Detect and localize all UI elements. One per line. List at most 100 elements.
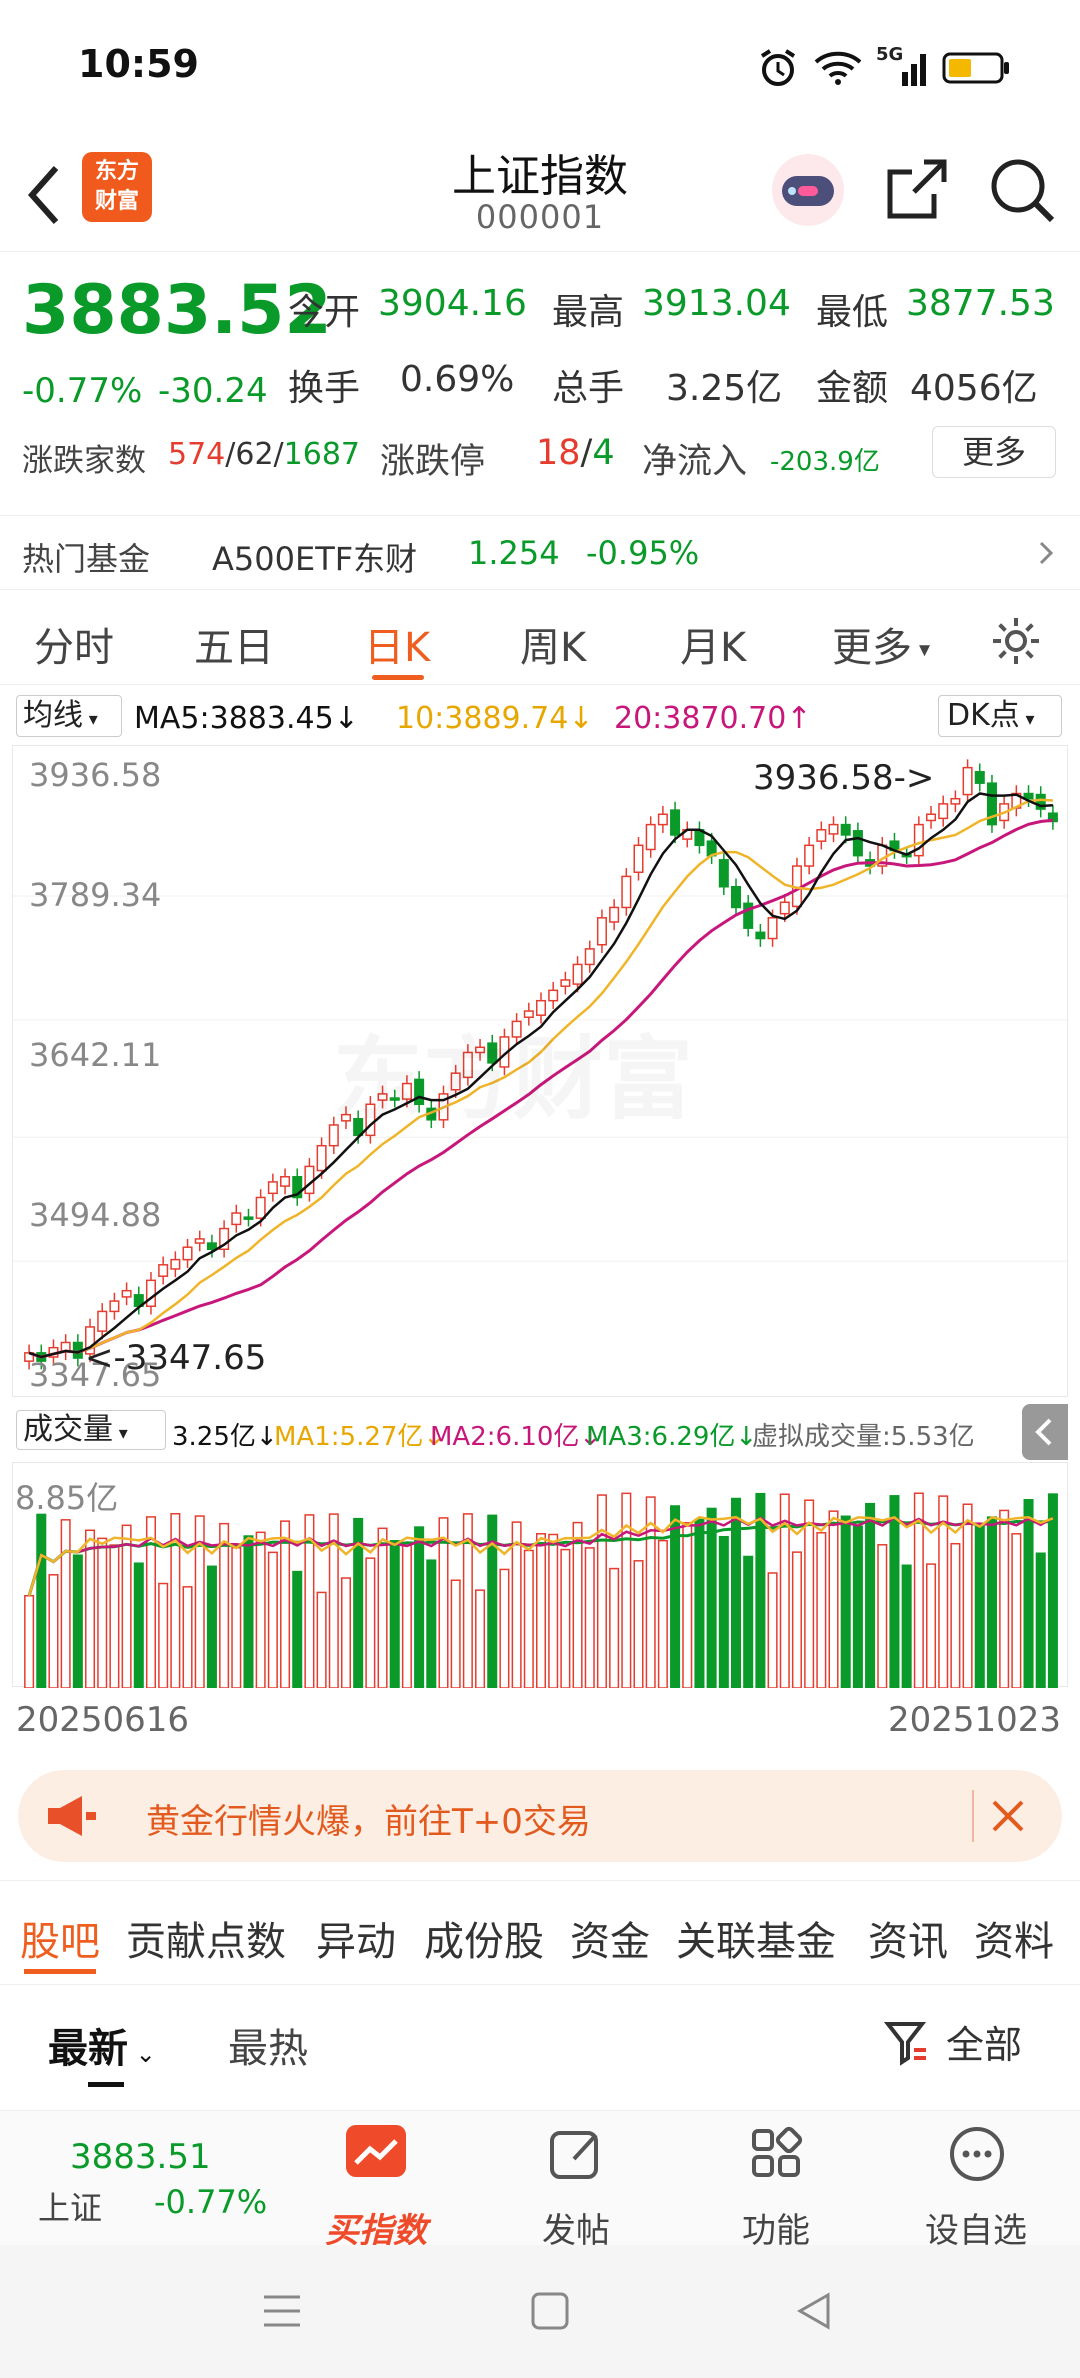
limit-down: 4 — [592, 433, 615, 473]
candle — [560, 979, 571, 987]
sort-latest-label: 最新 — [48, 2026, 128, 2072]
tab-contribution[interactable]: 贡献点数 — [126, 1919, 286, 1965]
share-icon[interactable] — [880, 154, 952, 226]
candle — [194, 1238, 205, 1244]
hot-fund-name: A500ETF东财 — [212, 540, 418, 578]
content-tabs: 股吧 贡献点数 异动 成份股 资金 关联基金 资讯 资料 — [0, 1880, 1080, 1985]
volume-bar — [926, 1563, 937, 1688]
alarm-icon — [760, 49, 796, 86]
candle — [840, 823, 851, 836]
limit-up: 18 — [536, 433, 581, 473]
candle — [24, 1352, 35, 1362]
volume-bar — [36, 1513, 47, 1688]
volume-bar — [158, 1582, 169, 1688]
nav-add-watchlist[interactable]: 设自选 — [886, 2111, 1066, 2251]
volume-bar — [511, 1521, 522, 1688]
triangle-down-icon: ▾ — [1019, 709, 1035, 730]
volume-bar — [24, 1595, 35, 1688]
menu-icon[interactable] — [262, 2293, 302, 2329]
candle — [962, 766, 973, 796]
collapse-panel-button[interactable] — [1022, 1404, 1068, 1460]
bottom-nav: 3883.51 上证 -0.77% 买指数 发帖 功能 设自选 — [0, 2110, 1080, 2251]
tab-news[interactable]: 资讯 — [868, 1919, 948, 1965]
candle — [401, 1082, 412, 1100]
sort-latest[interactable]: 最新 ⌄ — [48, 2016, 156, 2074]
volume-bar — [889, 1495, 900, 1688]
candle — [182, 1246, 193, 1261]
candle — [255, 1196, 266, 1219]
hot-fund-row[interactable]: 热门基金 A500ETF东财 1.254 -0.95% — [0, 515, 1080, 590]
breadth-flat: /62/ — [225, 437, 284, 472]
search-icon[interactable] — [984, 152, 1060, 228]
tab-more[interactable]: 更多 ▾ — [832, 615, 930, 673]
tab-funds[interactable]: 资金 — [570, 1919, 650, 1965]
status-bar: 10:59 5G — [0, 0, 1080, 140]
tab-related-funds[interactable]: 关联基金 — [676, 1919, 836, 1965]
volume-chart[interactable]: 8.85亿 — [12, 1462, 1068, 1688]
header: 东方 财富 上证指数 000001 — [0, 140, 1080, 252]
index-quote-mini[interactable]: 3883.51 上证 -0.77% — [38, 2111, 267, 2246]
nav-features[interactable]: 功能 — [686, 2111, 866, 2251]
tab-forum[interactable]: 股吧 — [20, 1919, 100, 1965]
promo-banner[interactable]: 黄金行情火爆，前往T+0交易 — [18, 1770, 1062, 1862]
divider — [972, 1790, 974, 1842]
amount-value: 4056亿 — [910, 368, 1038, 409]
volume-bar — [828, 1510, 839, 1688]
back-nav-icon[interactable] — [794, 2291, 834, 2331]
volume-bar — [901, 1564, 912, 1688]
tab-five-day[interactable]: 五日 — [194, 625, 274, 671]
volume-bar — [280, 1520, 291, 1688]
volume-bar — [584, 1547, 595, 1688]
kline-svg — [13, 759, 1069, 1370]
dk-point-selector[interactable]: DK点 ▾ — [938, 695, 1062, 737]
more-button[interactable]: 更多 — [932, 426, 1056, 478]
end-date: 20251023 — [888, 1700, 1062, 1740]
volume-bar — [1047, 1493, 1058, 1688]
tab-intraday[interactable]: 分时 — [34, 625, 114, 671]
nav-post[interactable]: 发帖 — [486, 2111, 666, 2251]
volume-bar — [865, 1502, 876, 1688]
network-type: 5G — [876, 44, 904, 65]
assistant-avatar-icon[interactable] — [768, 150, 848, 230]
netflow-value: -203.9亿 — [770, 447, 880, 477]
high-label: 最高 — [552, 292, 625, 333]
mini-pct: -0.77% — [154, 2183, 268, 2221]
home-icon[interactable] — [530, 2291, 570, 2331]
close-icon[interactable] — [988, 1796, 1028, 1836]
filter-icon — [884, 2022, 927, 2066]
gear-icon[interactable] — [990, 615, 1042, 667]
tab-constituents[interactable]: 成份股 — [424, 1919, 544, 1965]
volume-selector[interactable]: 成交量 ▾ — [16, 1410, 166, 1450]
tab-monthly-k[interactable]: 月K — [680, 625, 747, 671]
volume-bar — [170, 1513, 181, 1688]
candle — [938, 803, 949, 820]
volume-bar — [694, 1518, 705, 1688]
ma10-text: 10:3889.74 — [396, 701, 569, 736]
change-percent: -0.77% — [22, 371, 143, 411]
last-price: 3883.52 — [22, 271, 332, 350]
volume-bar — [377, 1527, 388, 1688]
nav-post-label: 发帖 — [542, 2211, 610, 2251]
ma5-text: MA5:3883.45 — [134, 701, 334, 736]
candle — [584, 948, 595, 966]
ma-selector[interactable]: 均线 ▾ — [16, 695, 122, 737]
volume-bar — [292, 1570, 303, 1688]
volume-bar — [804, 1499, 815, 1688]
volume-bar — [840, 1515, 851, 1688]
volume-bar — [487, 1514, 498, 1688]
candle — [328, 1124, 339, 1147]
nav-buy-index[interactable]: 买指数 — [286, 2111, 466, 2251]
volume-bar — [1011, 1533, 1022, 1688]
volume-bar — [986, 1516, 997, 1688]
back-icon[interactable] — [20, 160, 70, 230]
tab-daily-k[interactable]: 日K — [364, 625, 431, 671]
volume-bar — [718, 1535, 729, 1688]
tab-profile[interactable]: 资料 — [974, 1919, 1054, 1965]
volume-bar — [414, 1526, 425, 1688]
tab-movement[interactable]: 异动 — [316, 1919, 396, 1965]
vol-ma1: MA1:5.27亿↓ — [274, 1422, 446, 1452]
sort-hot[interactable]: 最热 — [228, 2026, 308, 2072]
tab-weekly-k[interactable]: 周K — [520, 625, 587, 671]
wifi-icon — [814, 51, 862, 85]
